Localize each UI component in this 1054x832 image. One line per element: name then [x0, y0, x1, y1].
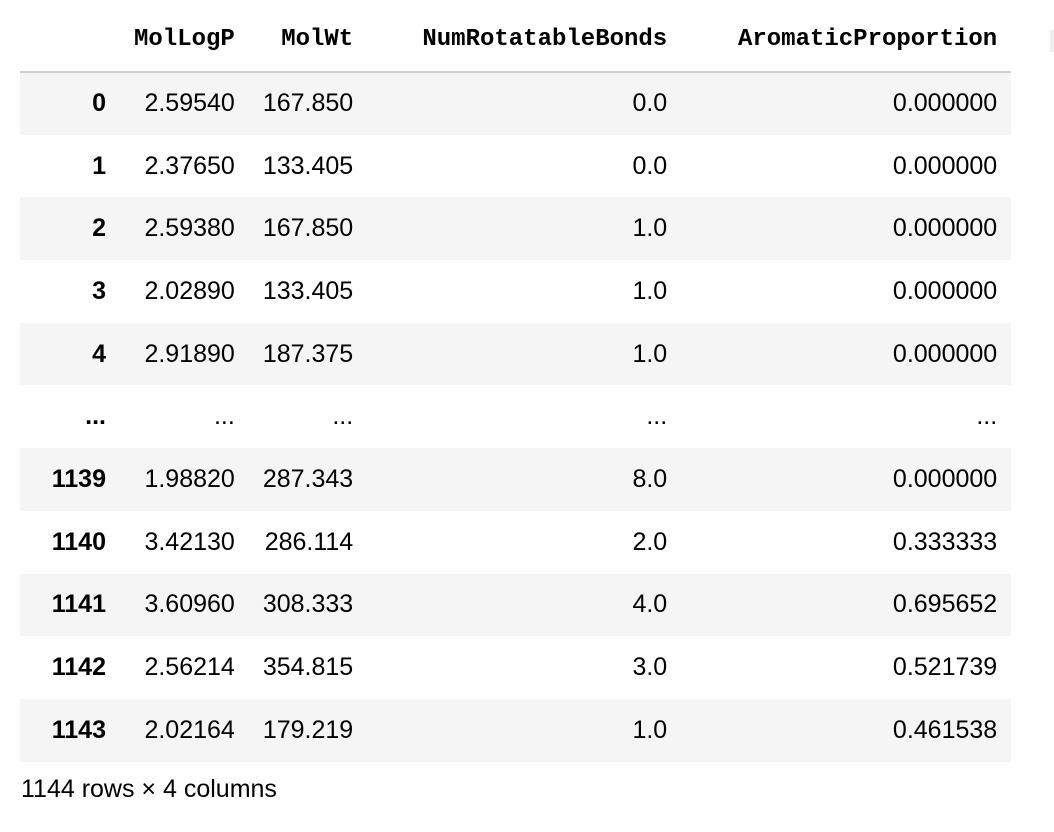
table-row: 1141 3.60960 308.333 4.0 0.695652 [20, 573, 1012, 637]
row-index: ... [85, 402, 106, 431]
cell-aromaticproportion: 0.000000 [892, 464, 998, 493]
table-header: MolLogP MolWt NumRotatableBonds Aromatic… [20, 8, 1012, 73]
cell-molwt: 133.405 [262, 276, 354, 305]
row-index: 2 [92, 214, 106, 243]
cell-molwt: 354.815 [262, 653, 354, 682]
cell-aromaticproportion: 0.000000 [892, 214, 998, 243]
cell-numrotatablebonds: 3.0 [632, 653, 668, 682]
cell-numrotatablebonds: 8.0 [632, 464, 668, 493]
cell-molwt: ... [332, 402, 354, 431]
cell-molwt: 287.343 [262, 464, 354, 493]
cell-mollogp: 2.37650 [144, 151, 235, 180]
header-mollogp: MolLogP [120, 8, 249, 73]
cell-molwt: 179.219 [262, 715, 354, 744]
table-row: 1139 1.98820 287.343 8.0 0.000000 [20, 448, 1012, 511]
header-molwt: MolWt [248, 8, 368, 73]
cell-aromaticproportion: 0.461538 [892, 715, 998, 744]
cell-numrotatablebonds: 1.0 [632, 339, 668, 368]
table-row: 4 2.91890 187.375 1.0 0.000000 [20, 322, 1012, 386]
cell-molwt: 286.114 [264, 527, 354, 556]
table-row-ellipsis: ... ... ... ... ... [20, 385, 1012, 449]
cell-molwt: 187.375 [262, 339, 354, 368]
header-aromaticproportion: AromaticProportion [681, 8, 1012, 73]
cell-aromaticproportion: 0.000000 [892, 89, 998, 118]
cell-mollogp: 2.59540 [144, 89, 235, 118]
table-body: 0 2.59540 167.850 0.0 0.000000 1 2.37650… [20, 72, 1012, 762]
cell-mollogp: 3.60960 [144, 590, 235, 619]
cell-numrotatablebonds: 1.0 [632, 214, 668, 243]
row-index: 1143 [51, 715, 106, 744]
cell-numrotatablebonds: 0.0 [632, 151, 668, 180]
cell-aromaticproportion: 0.333333 [892, 527, 998, 556]
row-index: 4 [92, 339, 106, 368]
table-row: 1140 3.42130 286.114 2.0 0.333333 [20, 510, 1012, 574]
cell-numrotatablebonds: 1.0 [632, 715, 668, 744]
cell-mollogp: 2.02164 [144, 715, 235, 744]
cell-numrotatablebonds: 1.0 [632, 276, 668, 305]
row-index: 3 [92, 276, 106, 305]
cell-mollogp: 2.59380 [144, 214, 235, 243]
table-row: 0 2.59540 167.850 0.0 0.000000 [20, 72, 1012, 135]
cell-numrotatablebonds: ... [646, 402, 668, 431]
header-row: MolLogP MolWt NumRotatableBonds Aromatic… [20, 8, 1012, 73]
table-row: 1142 2.56214 354.815 3.0 0.521739 [20, 636, 1012, 699]
row-index: 1 [92, 151, 106, 180]
table-row: 3 2.02890 133.405 1.0 0.000000 [20, 260, 1012, 323]
row-index: 1140 [51, 527, 106, 556]
cell-mollogp: 1.98820 [144, 464, 235, 493]
cell-mollogp: 3.42130 [144, 527, 235, 556]
row-index: 1142 [51, 653, 106, 682]
cell-molwt: 167.850 [262, 214, 354, 243]
table-row: 1143 2.02164 179.219 1.0 0.461538 [20, 698, 1012, 762]
cell-mollogp: 2.02890 [144, 276, 235, 305]
dataframe-shape-text: 1144 rows × 4 columns [21, 775, 277, 803]
cell-aromaticproportion: 0.521739 [892, 653, 998, 682]
cell-aromaticproportion: ... [976, 402, 998, 431]
horizontal-scroll-edge [1050, 30, 1054, 52]
row-index: 1141 [51, 590, 106, 619]
row-index: 1139 [51, 464, 106, 493]
table-row: 2 2.59380 167.850 1.0 0.000000 [20, 197, 1012, 261]
table-row: 1 2.37650 133.405 0.0 0.000000 [20, 134, 1012, 198]
cell-mollogp: ... [213, 402, 235, 431]
cell-molwt: 133.405 [262, 151, 354, 180]
cell-molwt: 167.850 [262, 89, 354, 118]
cell-aromaticproportion: 0.695652 [892, 590, 998, 619]
cell-molwt: 308.333 [262, 590, 354, 619]
dataframe-table: MolLogP MolWt NumRotatableBonds Aromatic… [20, 8, 1012, 762]
cell-aromaticproportion: 0.000000 [892, 339, 998, 368]
cell-mollogp: 2.91890 [144, 339, 235, 368]
cell-numrotatablebonds: 4.0 [632, 590, 668, 619]
cell-aromaticproportion: 0.000000 [892, 276, 998, 305]
cell-numrotatablebonds: 0.0 [632, 89, 668, 118]
header-index [20, 8, 120, 73]
header-numrotatablebonds: NumRotatableBonds [367, 8, 682, 73]
cell-aromaticproportion: 0.000000 [892, 151, 998, 180]
dataframe-output: MolLogP MolWt NumRotatableBonds Aromatic… [20, 8, 1012, 762]
row-index: 0 [92, 89, 106, 118]
cell-numrotatablebonds: 2.0 [632, 527, 668, 556]
cell-mollogp: 2.56214 [144, 653, 235, 682]
